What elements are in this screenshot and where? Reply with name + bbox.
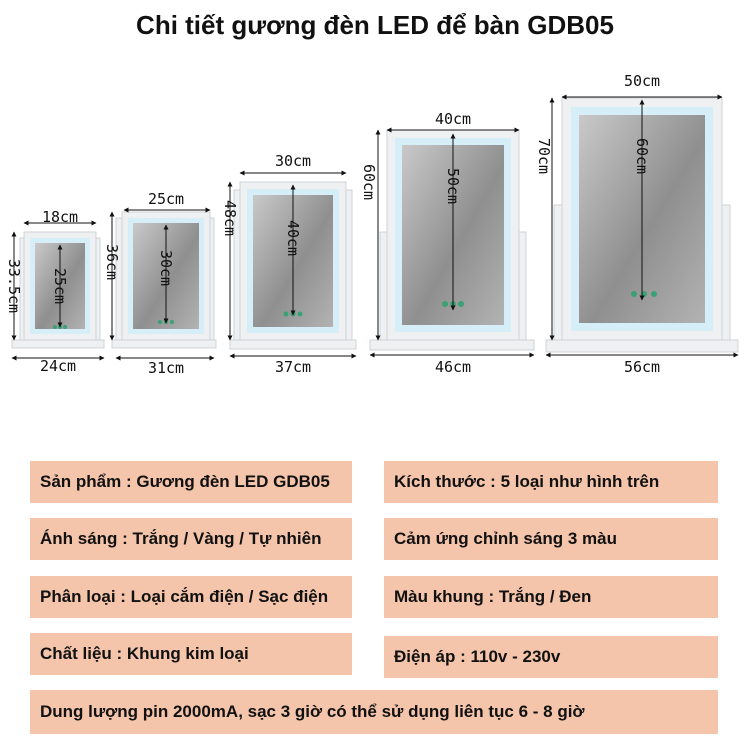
mirror-size-diagram: 18cm 33.5cm 25cm 24cm 25cm 36cm 30cm 31c… [5, 72, 739, 377]
mirror-1: 18cm 33.5cm 25cm 24cm [5, 208, 105, 375]
mirror-2: 25cm 36cm 30cm 31cm [103, 190, 217, 377]
page-title: Chi tiết gương đèn LED để bàn GDB05 [136, 10, 614, 40]
mirror-3-inner-height: 40cm [284, 220, 302, 256]
spec-size: Kích thước : 5 loại như hình trên [384, 461, 718, 503]
mirror-4-base-width: 46cm [435, 358, 471, 376]
spec-light: Ánh sáng : Trắng / Vàng / Tự nhiên [30, 518, 352, 560]
mirror-1-top-width: 18cm [42, 208, 78, 226]
spec-material: Chất liệu : Khung kim loại [30, 633, 352, 675]
mirror-4-height: 60cm [360, 164, 378, 200]
mirror-2-top-width: 25cm [148, 190, 184, 208]
spec-voltage: Điện áp : 110v - 230v [384, 636, 718, 678]
mirror-3-base-width: 37cm [275, 358, 311, 376]
mirror-2-height: 36cm [103, 244, 121, 280]
spec-battery: Dung lượng pin 2000mA, sạc 3 giờ có thể … [30, 690, 718, 734]
spec-touch: Cảm ứng chỉnh sáng 3 màu [384, 518, 718, 560]
mirror-3: 30cm 48cm 40cm 37cm [221, 152, 357, 376]
mirror-4-inner-height: 50cm [444, 168, 462, 204]
mirror-4: 40cm 60cm 50cm 46cm [360, 110, 535, 376]
mirror-1-inner-height: 25cm [51, 268, 69, 304]
spec-product: Sản phẩm : Gương đèn LED GDB05 [30, 461, 352, 503]
mirror-5-base-width: 56cm [624, 358, 660, 376]
mirror-1-height: 33.5cm [5, 259, 23, 313]
mirror-5: 50cm 70cm 60cm 56cm [535, 72, 739, 376]
spec-frame-color: Màu khung : Trắng / Đen [384, 576, 718, 618]
mirror-5-top-width: 50cm [624, 72, 660, 90]
mirror-2-base-width: 31cm [148, 359, 184, 377]
mirror-3-height: 48cm [221, 200, 239, 236]
spec-type: Phân loại : Loại cắm điện / Sạc điện [30, 576, 352, 618]
mirror-4-top-width: 40cm [435, 110, 471, 128]
mirror-3-top-width: 30cm [275, 152, 311, 170]
mirror-5-height: 70cm [535, 138, 553, 174]
mirror-2-inner-height: 30cm [157, 250, 175, 286]
mirror-1-base-width: 24cm [40, 357, 76, 375]
mirror-5-inner-height: 60cm [633, 138, 651, 174]
